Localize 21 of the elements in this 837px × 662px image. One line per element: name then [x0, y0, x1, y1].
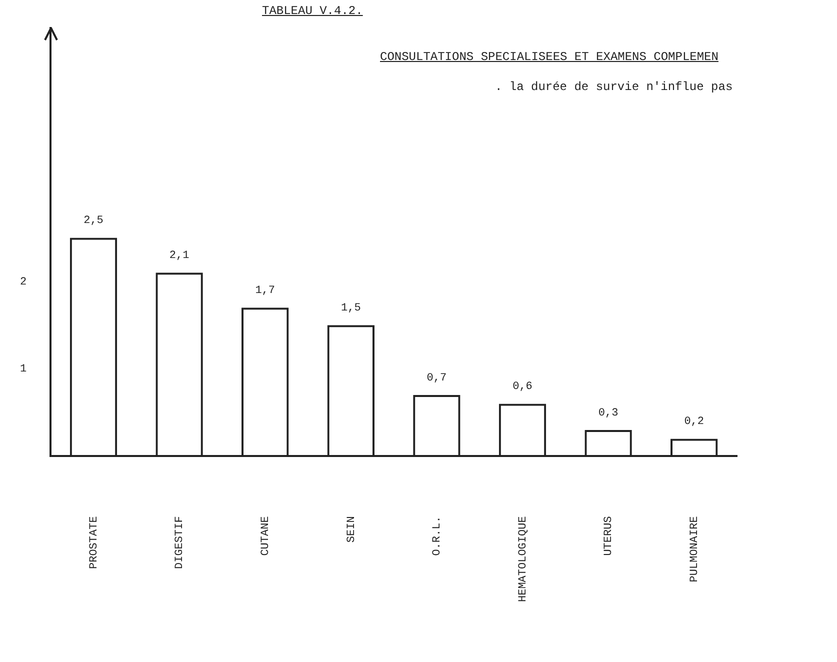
data-label: 1,7	[255, 285, 276, 298]
x-tick-label: DIGESTIF	[174, 516, 186, 569]
data-label: 0,3	[598, 407, 618, 420]
data-label: 2,1	[169, 250, 190, 262]
data-label: 0,2	[684, 416, 704, 428]
text: CONSULTATIONS SPECIALISEES ET EXAMENS COMPLEMEN	[380, 50, 718, 64]
x-tick-label: UTERUS	[603, 516, 616, 556]
annotation: . la durée de survie n'influe pas	[495, 80, 733, 94]
data-label: 0,7	[426, 372, 447, 384]
x-tick-label: PULMONAIRE	[689, 516, 702, 582]
x-tick-label: SEIN	[346, 516, 358, 543]
data-label: 1,5	[340, 302, 361, 315]
x-tick-label: PROSTATE	[88, 516, 100, 569]
x-tick-label: O.R.L.	[432, 516, 444, 556]
chart-title: TABLEAU V.4.2.	[262, 4, 363, 18]
data-label: 2,5	[84, 215, 104, 228]
y-tick-label: 2	[20, 276, 27, 288]
y-tick-label: 1	[20, 364, 27, 376]
x-tick-label: CUTANE	[260, 516, 272, 556]
x-tick-label: HEMATOLOGIQUE	[517, 516, 530, 602]
data-label: 0,6	[512, 381, 532, 394]
